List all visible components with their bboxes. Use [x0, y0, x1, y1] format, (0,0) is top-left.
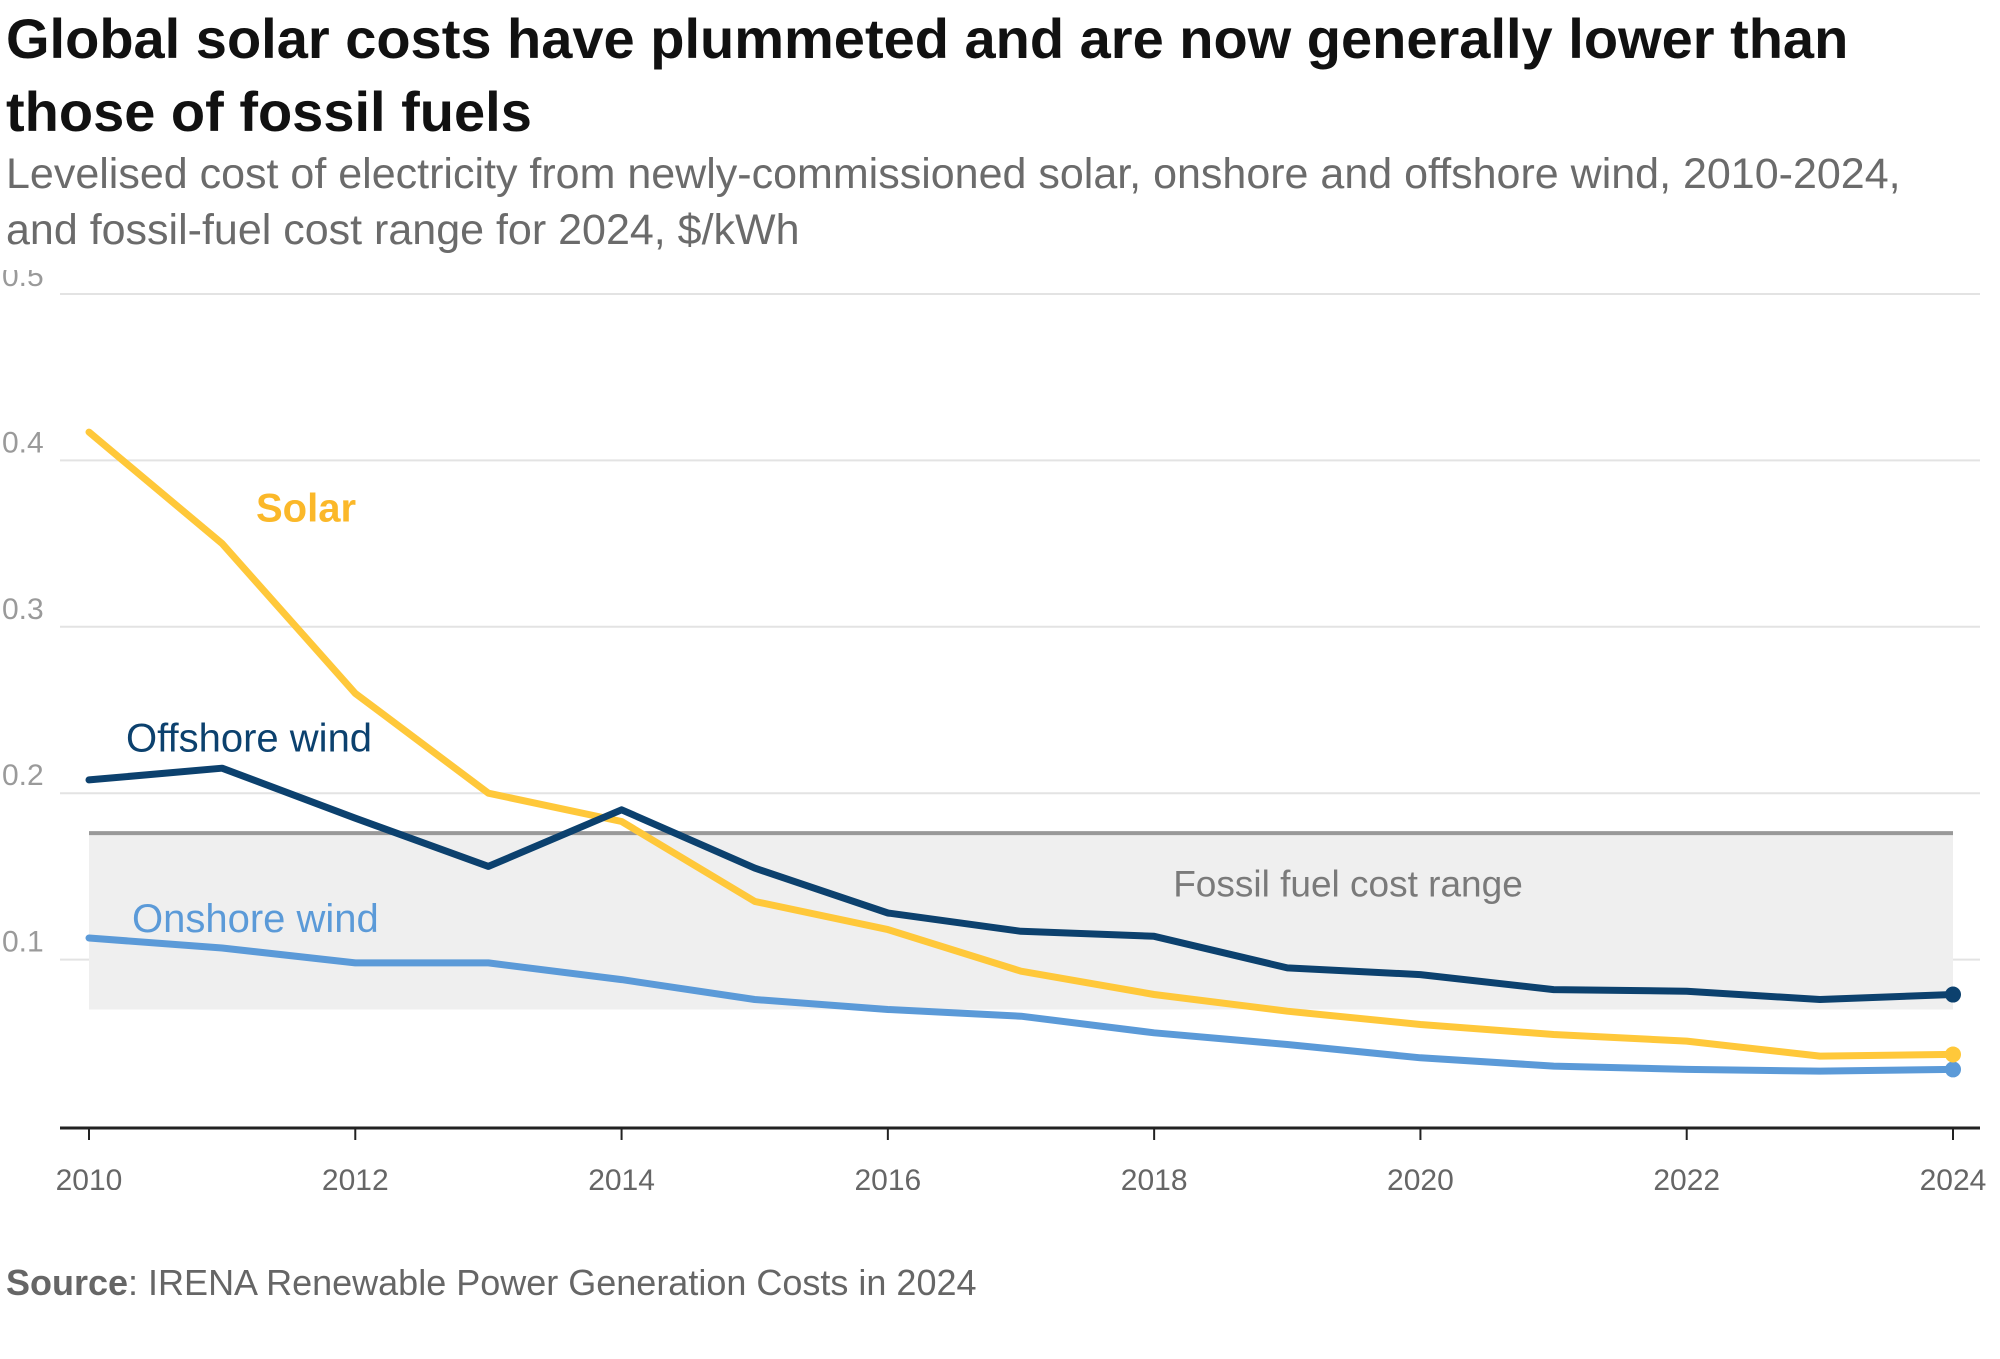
series-line-offshore-wind: [85, 764, 1957, 1003]
label-layer: Solar Offshore wind Onshore wind: [126, 487, 379, 941]
y-tick-label: 0.2: [2, 759, 44, 792]
y-tick-label: 0.5: [2, 270, 44, 293]
chart-title: Global solar costs have plummeted and ar…: [6, 7, 1849, 143]
x-tick-label: 2016: [854, 1164, 921, 1190]
x-tick-label: 2012: [322, 1164, 389, 1190]
source-label: Source: [6, 1262, 129, 1303]
grid-layer: 0.1 0.2 0.3 0.4 0.5: [2, 270, 1980, 961]
x-tick-label: 2014: [588, 1164, 655, 1190]
series-layer: [85, 428, 1961, 1078]
fossil-band-label: Fossil fuel cost range: [1173, 864, 1523, 905]
y-tick-label: 0.1: [2, 926, 44, 959]
series-label-offshore-wind: Offshore wind: [126, 716, 372, 760]
series-label-onshore-wind: Onshore wind: [132, 897, 379, 941]
line-chart: 0.1 0.2 0.3 0.4 0.5 Fossil fuel cost range 2…: [2, 270, 1987, 1190]
series-label-solar: Solar: [256, 487, 356, 531]
x-tick-label: 2020: [1387, 1164, 1454, 1190]
chart-subtitle: Levelised cost of electricity from newly…: [6, 150, 1901, 254]
series-endpoint-offshore-wind: [1945, 986, 1961, 1003]
series-line-solar: [85, 428, 1957, 1060]
source-note: Source: IRENA Renewable Power Generation…: [6, 1262, 977, 1304]
x-tick-label: 2018: [1121, 1164, 1188, 1190]
y-tick-label: 0.3: [2, 593, 44, 626]
fossil-band: [89, 833, 1953, 1010]
y-tick-label: 0.4: [2, 426, 44, 459]
series-line-onshore-wind: [85, 934, 1957, 1075]
source-text: : IRENA Renewable Power Generation Costs…: [128, 1262, 977, 1303]
x-tick-label: 2022: [1653, 1164, 1720, 1190]
series-endpoint-onshore-wind: [1945, 1061, 1961, 1078]
series-endpoint-solar: [1945, 1046, 1961, 1063]
x-tick-label: 2024: [1920, 1164, 1987, 1190]
axis-layer: 2010 2012 2014 2016 2018 2020 2022 2024: [56, 1126, 1987, 1190]
x-tick-label: 2010: [56, 1164, 123, 1190]
